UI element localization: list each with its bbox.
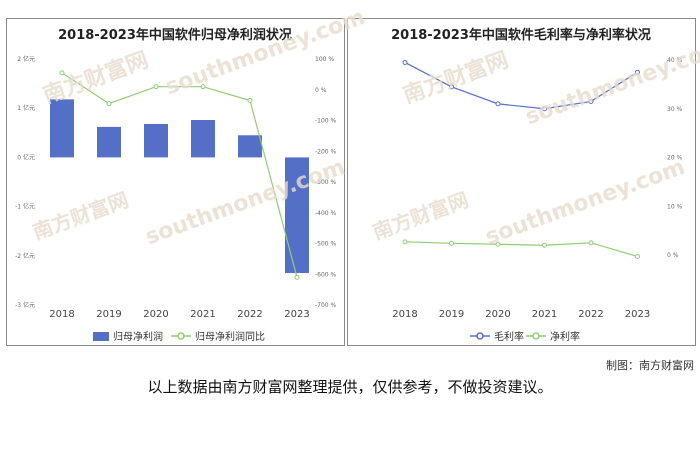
legend-marker-net — [532, 332, 540, 340]
left-axis-tick: -3 亿元 — [15, 301, 35, 309]
x-tick-label: 2023 — [625, 309, 650, 320]
right-axis-tick: 10 % — [667, 203, 683, 210]
left-axis-tick: 2 亿元 — [17, 55, 35, 63]
bar-net-profit — [191, 120, 215, 158]
left-chart-panel: 2018-2023年中国软件归母净利润状况 2 亿元 1 亿元 0 亿元 -1 亿元 -… — [6, 18, 345, 346]
right-axis-tick: -300 % — [315, 179, 337, 186]
line-series — [404, 61, 638, 110]
right-axis-tick: -100 % — [315, 118, 337, 125]
left-axis-tick: 1 亿元 — [17, 104, 35, 112]
legend-label-net: 净利率 — [550, 330, 580, 343]
right-chart-panel: 2018-2023年中国软件毛利率与净利率状况 40 % 30 % 20 % 10 %… — [347, 18, 696, 346]
legend-label-net-profit: 归母净利润 — [113, 330, 163, 343]
line-series — [404, 241, 638, 258]
point-series — [449, 84, 454, 90]
point-yoy — [294, 274, 300, 280]
x-tick-label: 2019 — [439, 309, 464, 320]
left-axis-tick: -2 亿元 — [15, 252, 35, 260]
point-series — [402, 239, 408, 245]
point-series — [402, 59, 408, 65]
x-tick-label: 2021 — [190, 309, 215, 320]
x-tick-label: 2020 — [485, 309, 510, 320]
bar-net-profit — [50, 99, 74, 158]
disclaimer-text: 以上数据由南方财富网整理提供，仅供参考，不做投资建议。 — [147, 378, 553, 396]
point-series — [542, 106, 547, 112]
x-tick-label: 2018 — [49, 309, 74, 320]
legend-marker-gross — [476, 332, 484, 340]
point-series — [635, 253, 640, 259]
right-axis-tick: -200 % — [315, 148, 337, 155]
right-axis-tick: 20 % — [667, 155, 683, 162]
legend-marker-yoy — [177, 332, 185, 340]
point-series — [449, 240, 454, 246]
point-series — [542, 242, 547, 248]
point-series — [495, 241, 501, 247]
right-axis-tick: 100 % — [315, 56, 334, 63]
x-tick-label: 2023 — [284, 309, 309, 320]
net-profit-chart: 2018-2023年中国软件归母净利润状况 2 亿元 1 亿元 0 亿元 -1 亿元 -… — [15, 27, 337, 343]
right-legend[interactable]: 毛利率 净利率 — [470, 330, 580, 343]
bar-net-profit — [144, 123, 168, 158]
bar-net-profit — [285, 157, 309, 274]
legend-swatch-bar — [93, 332, 109, 341]
x-tick-label: 2020 — [143, 309, 168, 320]
left-legend[interactable]: 归母净利润 归母净利润同比 — [93, 330, 265, 343]
x-tick-label: 2019 — [96, 309, 121, 320]
chart-credit: 制图：南方财富网 — [606, 359, 694, 372]
right-axis-tick: -600 % — [315, 271, 337, 278]
margin-chart: 2018-2023年中国软件毛利率与净利率状况 40 % 30 % 20 % 10 %… — [391, 27, 683, 343]
point-yoy — [59, 70, 65, 76]
left-axis-tick: -1 亿元 — [15, 203, 35, 211]
point-yoy — [106, 101, 112, 107]
legend-label-yoy: 归母净利润同比 — [195, 330, 265, 343]
point-yoy — [200, 84, 206, 90]
point-series — [635, 69, 640, 75]
right-axis-tick: -500 % — [315, 241, 337, 248]
point-series — [588, 98, 594, 104]
right-axis-tick: -700 % — [315, 302, 337, 309]
right-axis-tick: 40 % — [667, 57, 683, 64]
point-yoy — [153, 84, 159, 90]
bar-net-profit — [238, 135, 262, 158]
right-axis-tick: 0 % — [315, 87, 327, 94]
x-tick-label: 2021 — [532, 309, 557, 320]
right-axis-tick: 0 % — [667, 252, 679, 259]
left-chart-title: 2018-2023年中国软件归母净利润状况 — [58, 27, 292, 43]
line-yoy — [61, 72, 298, 278]
legend-label-gross: 毛利率 — [494, 330, 524, 343]
x-tick-label: 2018 — [392, 309, 417, 320]
point-yoy — [247, 98, 253, 104]
point-series — [495, 101, 501, 107]
x-tick-label: 2022 — [578, 309, 603, 320]
bar-net-profit — [97, 126, 121, 158]
left-axis-tick: 0 亿元 — [17, 153, 35, 161]
right-axis-tick: 30 % — [667, 106, 683, 113]
right-chart-title: 2018-2023年中国软件毛利率与净利率状况 — [391, 27, 651, 43]
x-tick-label: 2022 — [237, 309, 262, 320]
right-axis-tick: -400 % — [315, 210, 337, 217]
point-series — [588, 240, 594, 246]
